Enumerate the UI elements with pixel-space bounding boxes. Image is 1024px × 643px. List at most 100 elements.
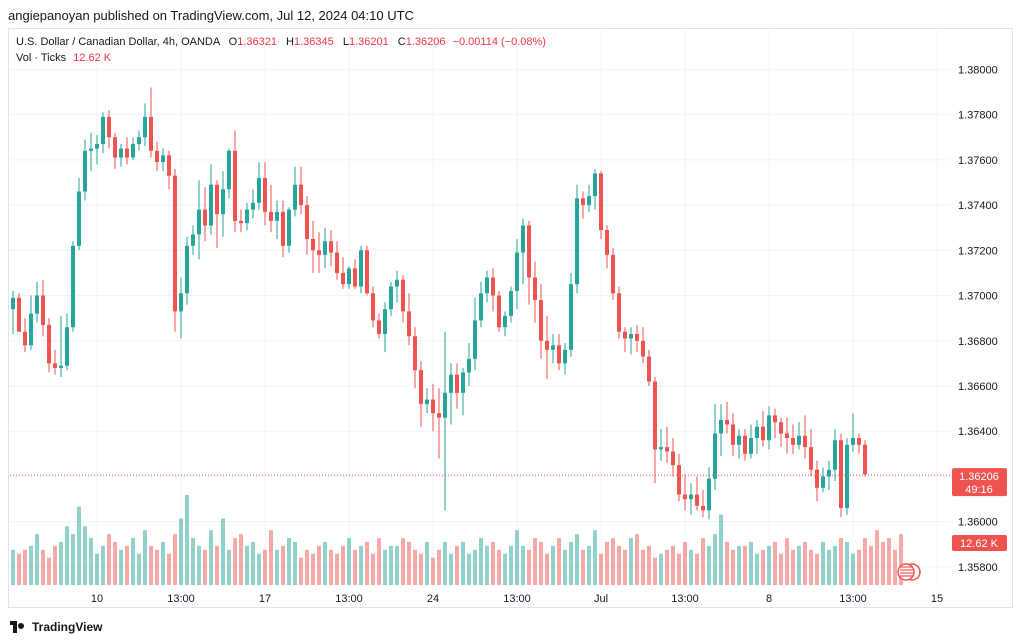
volume-bar [635,534,639,585]
candle-body [767,415,771,441]
candle-body [647,356,651,382]
volume-bar [131,538,135,585]
volume-bar [725,541,729,585]
candle-body [659,447,663,450]
economic-events-icon[interactable] [897,563,921,581]
low-label: L [342,36,349,48]
candle-body [71,245,75,328]
candle-body [335,252,339,273]
candle-body [611,254,615,294]
candle-body [161,155,165,163]
volume-bar [347,538,351,585]
candle-body [689,494,693,500]
candle-body [149,116,153,151]
tradingview-logo-icon [10,621,28,633]
candle-body [155,150,159,163]
volume-bar [467,553,471,585]
y-tick-label: 1.38000 [958,64,998,76]
candle-body [239,220,243,224]
candle-body [323,241,327,255]
candle-body [263,177,267,212]
x-tick-label: 17 [259,593,271,605]
volume-bar [695,553,699,585]
candle-body [185,245,189,294]
y-tick-label: 1.35800 [958,562,998,574]
candle-body [89,148,93,151]
candle-body [845,444,849,509]
symbol-title[interactable]: U.S. Dollar / Canadian Dollar, 4h, OANDA [16,36,220,48]
volume-bar [227,549,231,585]
volume-bar [221,518,225,585]
volume-bar [479,538,483,585]
candle-body [437,413,441,418]
candle-body [347,268,351,285]
candle-body [497,295,501,328]
volume-bar [581,549,585,585]
volume-bar [65,526,69,585]
chart-legend: U.S. Dollar / Canadian Dollar, 4h, OANDA… [16,34,546,66]
y-tick-label: 1.37200 [958,245,998,257]
candle-body [413,336,417,371]
volume-bar [563,549,567,585]
volume-bar [35,534,39,585]
volume-bar [833,545,837,585]
footer-brand[interactable]: TradingView [10,620,102,634]
volume-bar [179,518,183,585]
candle-body [143,116,147,138]
candle-body [863,444,867,475]
candle-body [227,150,231,190]
volume-bar [743,545,747,585]
publish-info: angiepanoyan published on TradingView.co… [8,8,414,23]
candle-body [473,320,477,359]
volume-bar [677,553,681,585]
volume-bar [245,545,249,585]
candle-body [551,345,555,350]
candle-body [581,198,585,206]
candle-body [365,250,369,294]
high-label: H [286,36,294,48]
candle-body [719,419,723,434]
volume-bar [737,545,741,585]
volume-bar [389,545,393,585]
volume-bar [533,538,537,585]
volume-bar [377,538,381,585]
volume-bar [293,541,297,585]
candle-body [167,155,171,176]
candle-body [11,297,15,310]
candle-body [491,277,495,296]
candle-body [665,447,669,452]
candle-body [539,300,543,341]
volume-bar [527,549,531,585]
candle-body [29,313,33,346]
volume-label[interactable]: Vol · Ticks [16,52,67,64]
candle-body [533,277,537,301]
volume-bar [215,545,219,585]
volume-bar [77,506,81,585]
candle-body [683,494,687,500]
volume-bar [767,545,771,585]
low-value: 1.36201 [348,36,389,48]
volume-bar [407,541,411,585]
volume-bar [863,538,867,585]
volume-bar [101,545,105,585]
volume-bar [203,549,207,585]
volume-bar [515,530,519,585]
volume-bar [341,545,345,585]
volume-bar [23,549,27,585]
volume-bar [899,534,903,585]
candle-body [101,116,105,145]
candle-body [461,372,465,393]
volume-bar [701,538,705,585]
volume-bar [839,538,843,585]
candle-body [395,279,399,287]
volume-bar [791,549,795,585]
volume-bar [209,530,213,585]
volume-bar [425,541,429,585]
volume-bar [119,549,123,585]
open-value: 1.36321 [237,36,277,48]
volume-bar [851,553,855,585]
y-tick-label: 1.36600 [958,381,998,393]
volume-bar [497,549,501,585]
volume-tag [952,535,1007,551]
